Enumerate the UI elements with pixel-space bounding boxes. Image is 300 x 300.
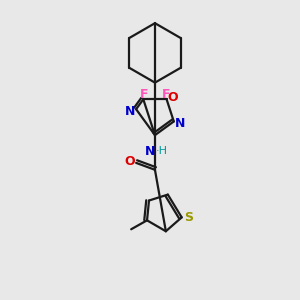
Text: S: S xyxy=(184,211,193,224)
Text: N: N xyxy=(175,117,185,130)
Text: F: F xyxy=(140,88,148,101)
Text: ·H: ·H xyxy=(156,146,168,156)
Text: O: O xyxy=(124,155,134,168)
Text: N: N xyxy=(125,105,135,118)
Text: F: F xyxy=(162,88,170,101)
Text: N: N xyxy=(145,146,155,158)
Text: O: O xyxy=(167,91,178,104)
